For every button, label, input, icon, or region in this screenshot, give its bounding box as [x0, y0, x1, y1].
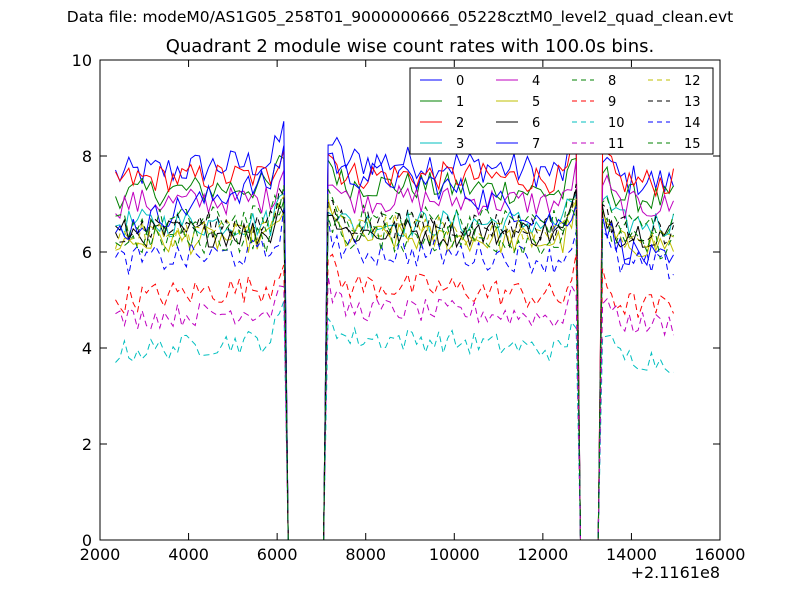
legend-label-14: 14 [684, 116, 701, 131]
series-line-1 [115, 154, 674, 540]
legend-label-5: 5 [532, 95, 540, 110]
series-line-11 [115, 276, 674, 540]
series-line-9 [115, 253, 674, 540]
chart-title: Quadrant 2 module wise count rates with … [165, 36, 655, 57]
series-line-8 [115, 185, 674, 540]
legend-label-15: 15 [684, 137, 701, 152]
series-line-15 [115, 200, 674, 540]
legend-label-1: 1 [456, 95, 464, 110]
legend-label-13: 13 [684, 95, 701, 110]
x-tick-label: 8000 [345, 545, 386, 564]
x-offset-label: +2.1161e8 [631, 563, 720, 582]
series-line-4 [115, 161, 674, 540]
x-tick-label: 14000 [606, 545, 657, 564]
legend-label-7: 7 [532, 137, 540, 152]
legend-label-8: 8 [608, 74, 616, 89]
x-tick-label: 4000 [168, 545, 209, 564]
legend-label-12: 12 [684, 74, 701, 89]
series-line-2 [115, 137, 674, 540]
y-tick-label: 0 [82, 531, 92, 550]
legend-label-0: 0 [456, 74, 464, 89]
figure-suptitle: Data file: modeM0/AS1G05_258T01_90000006… [66, 8, 734, 26]
legend-label-4: 4 [532, 74, 540, 89]
series-line-13 [115, 183, 674, 540]
y-tick-label: 8 [82, 147, 92, 166]
series-line-3 [115, 192, 674, 540]
plot-frame [99, 59, 721, 541]
series-line-7 [115, 145, 674, 540]
legend-label-2: 2 [456, 116, 464, 131]
series-line-5 [115, 198, 674, 540]
legend-label-3: 3 [456, 137, 464, 152]
series-lines [115, 121, 674, 540]
legend-label-10: 10 [608, 116, 625, 131]
legend-label-6: 6 [532, 116, 540, 131]
y-tick-label: 4 [82, 339, 92, 358]
x-tick-label: 10000 [429, 545, 480, 564]
x-tick-label: 6000 [257, 545, 298, 564]
series-line-6 [115, 189, 674, 540]
series-line-10 [115, 301, 674, 540]
legend-box [409, 67, 714, 155]
y-tick-label: 2 [82, 435, 92, 454]
legend-label-9: 9 [608, 95, 616, 110]
y-tick-label: 6 [82, 243, 92, 262]
y-tick-label: 10 [72, 51, 92, 70]
x-tick-label: 12000 [517, 545, 568, 564]
x-tick-label: 16000 [695, 545, 746, 564]
legend-label-11: 11 [608, 137, 625, 152]
x-tick-label: 2000 [80, 545, 121, 564]
series-line-14 [115, 207, 674, 540]
